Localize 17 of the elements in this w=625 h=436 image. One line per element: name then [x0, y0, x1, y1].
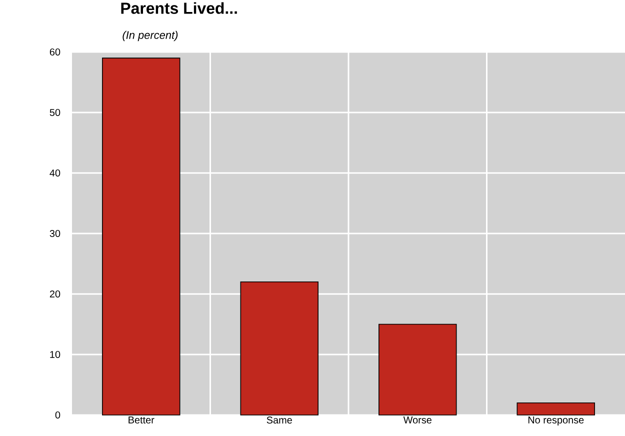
y-tick-label: 10 [50, 350, 60, 358]
x-tick-label: Same [266, 416, 292, 424]
y-tick-label: 20 [50, 290, 60, 298]
x-tick-label: Better [128, 416, 154, 424]
x-tick-label: Worse [403, 416, 432, 424]
chart-subtitle: (In percent) [122, 30, 178, 42]
bar [102, 58, 180, 416]
bar [516, 402, 595, 416]
y-tick-label: 0 [55, 411, 60, 419]
y-tick-label: 50 [50, 108, 60, 116]
bar [240, 282, 318, 416]
x-tick-label: No response [528, 416, 584, 426]
y-tick-label: 60 [50, 48, 60, 56]
chart-title: Parents Lived... [121, 2, 237, 14]
bar [378, 324, 457, 416]
y-tick-label: 30 [50, 230, 60, 238]
y-tick-label: 40 [50, 169, 60, 177]
